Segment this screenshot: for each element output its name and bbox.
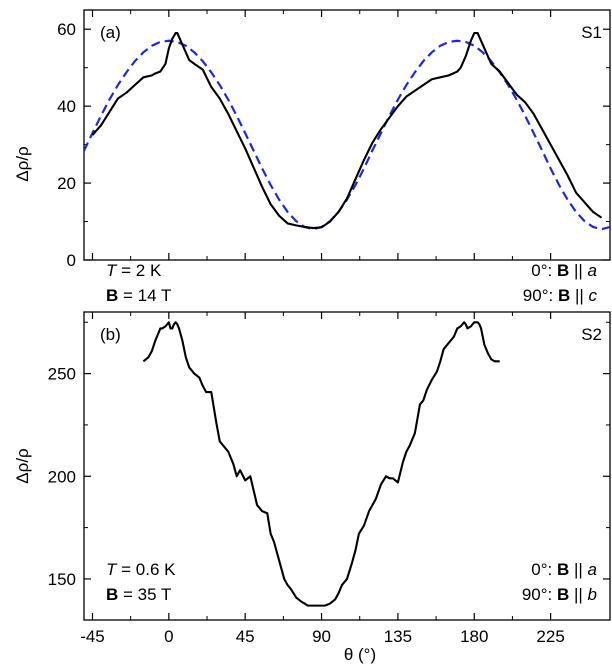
x-tick-label: -45 [80, 627, 105, 646]
panel-a-ylabel: Δρ/ρ [13, 146, 32, 181]
y-tick-label: 60 [57, 20, 76, 39]
x-tick-label: 90 [312, 627, 331, 646]
panel-a: 0 20 40 60 (a) S1 Δρ/ρ T = 2 K B = 14 T 0°:… [13, 9, 611, 305]
panel-b-data-series-line [142, 321, 500, 607]
panel-a-label: (a) [100, 23, 121, 42]
panel-a-ticks: 0 20 40 60 [57, 10, 610, 270]
y-tick-label: 250 [48, 365, 76, 384]
x-tick-label: 0 [164, 627, 173, 646]
y-tick-label: 0 [67, 251, 76, 270]
panel-b-curves [142, 321, 500, 607]
panel-a-sample: S1 [581, 23, 602, 42]
panel-a-orientation-0: 0°: B || a [531, 261, 597, 280]
panel-b-frame [83, 311, 611, 621]
panel-a-frame [83, 9, 611, 261]
y-tick-label: 40 [57, 97, 76, 116]
panel-a-data-series-line [91, 32, 603, 230]
panel-b-condition-field: B = 35 T [106, 585, 171, 604]
panel-b-xlabel: θ (°) [344, 645, 376, 664]
x-tick-label: 135 [384, 627, 412, 646]
panel-b-ticks: -45 0 45 90 135 180 225 150 200 250 [48, 312, 610, 646]
x-tick-label: 45 [236, 627, 255, 646]
panel-a-orientation-90: 90°: B || c [523, 286, 598, 305]
panel-b-ylabel: Δρ/ρ [13, 448, 32, 483]
panel-a-condition-field: B = 14 T [106, 286, 171, 305]
panel-b-orientation-0: 0°: B || a [531, 560, 597, 579]
panel-a-condition-temperature: T = 2 K [106, 261, 162, 280]
y-tick-label: 150 [48, 570, 76, 589]
panel-b-orientation-90: 90°: B || b [522, 585, 597, 604]
panel-b-label: (b) [100, 325, 121, 344]
y-tick-label: 200 [48, 467, 76, 486]
y-tick-label: 20 [57, 174, 76, 193]
panel-b: -45 0 45 90 135 180 225 150 200 250 (b) S2 Δρ/ρ θ… [13, 311, 611, 664]
x-tick-label: 180 [460, 627, 488, 646]
x-tick-label: 225 [536, 627, 564, 646]
panel-b-sample: S2 [581, 325, 602, 344]
panel-b-condition-temperature: T = 0.6 K [106, 560, 176, 579]
panel-a-curves [84, 32, 610, 231]
